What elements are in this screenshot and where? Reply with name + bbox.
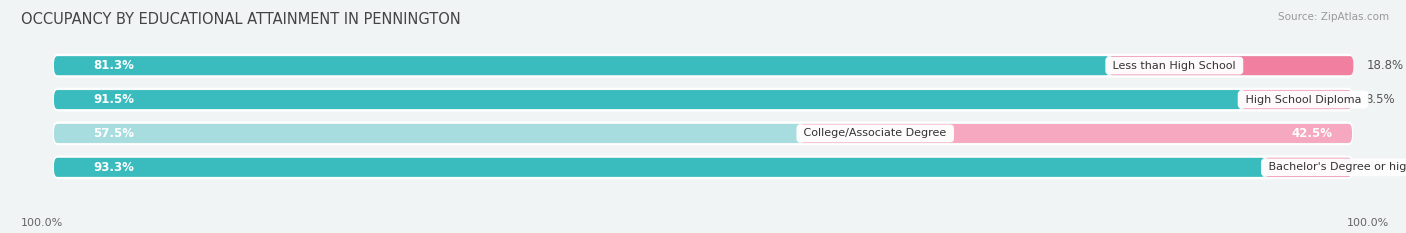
Text: Bachelor's Degree or higher: Bachelor's Degree or higher bbox=[1265, 162, 1406, 172]
FancyBboxPatch shape bbox=[53, 89, 1353, 110]
Text: 81.3%: 81.3% bbox=[93, 59, 134, 72]
Text: 18.8%: 18.8% bbox=[1367, 59, 1403, 72]
Text: 42.5%: 42.5% bbox=[1292, 127, 1333, 140]
Text: High School Diploma: High School Diploma bbox=[1241, 95, 1365, 105]
Text: Source: ZipAtlas.com: Source: ZipAtlas.com bbox=[1278, 12, 1389, 22]
FancyBboxPatch shape bbox=[53, 157, 1353, 178]
Text: 8.5%: 8.5% bbox=[1365, 93, 1395, 106]
Text: Less than High School: Less than High School bbox=[1109, 61, 1239, 71]
FancyBboxPatch shape bbox=[1109, 56, 1354, 75]
Text: College/Associate Degree: College/Associate Degree bbox=[800, 128, 950, 138]
Text: OCCUPANCY BY EDUCATIONAL ATTAINMENT IN PENNINGTON: OCCUPANCY BY EDUCATIONAL ATTAINMENT IN P… bbox=[21, 12, 461, 27]
Text: 93.3%: 93.3% bbox=[93, 161, 134, 174]
FancyBboxPatch shape bbox=[1265, 158, 1353, 177]
FancyBboxPatch shape bbox=[800, 124, 1353, 143]
FancyBboxPatch shape bbox=[53, 55, 1353, 76]
Text: 6.7%: 6.7% bbox=[1365, 161, 1395, 174]
FancyBboxPatch shape bbox=[53, 123, 1353, 144]
FancyBboxPatch shape bbox=[53, 90, 1241, 109]
Text: 57.5%: 57.5% bbox=[93, 127, 134, 140]
FancyBboxPatch shape bbox=[53, 158, 1265, 177]
Text: 91.5%: 91.5% bbox=[93, 93, 134, 106]
FancyBboxPatch shape bbox=[53, 56, 1109, 75]
FancyBboxPatch shape bbox=[1241, 90, 1353, 109]
Text: 100.0%: 100.0% bbox=[1347, 218, 1389, 228]
Text: 100.0%: 100.0% bbox=[21, 218, 63, 228]
FancyBboxPatch shape bbox=[53, 124, 800, 143]
